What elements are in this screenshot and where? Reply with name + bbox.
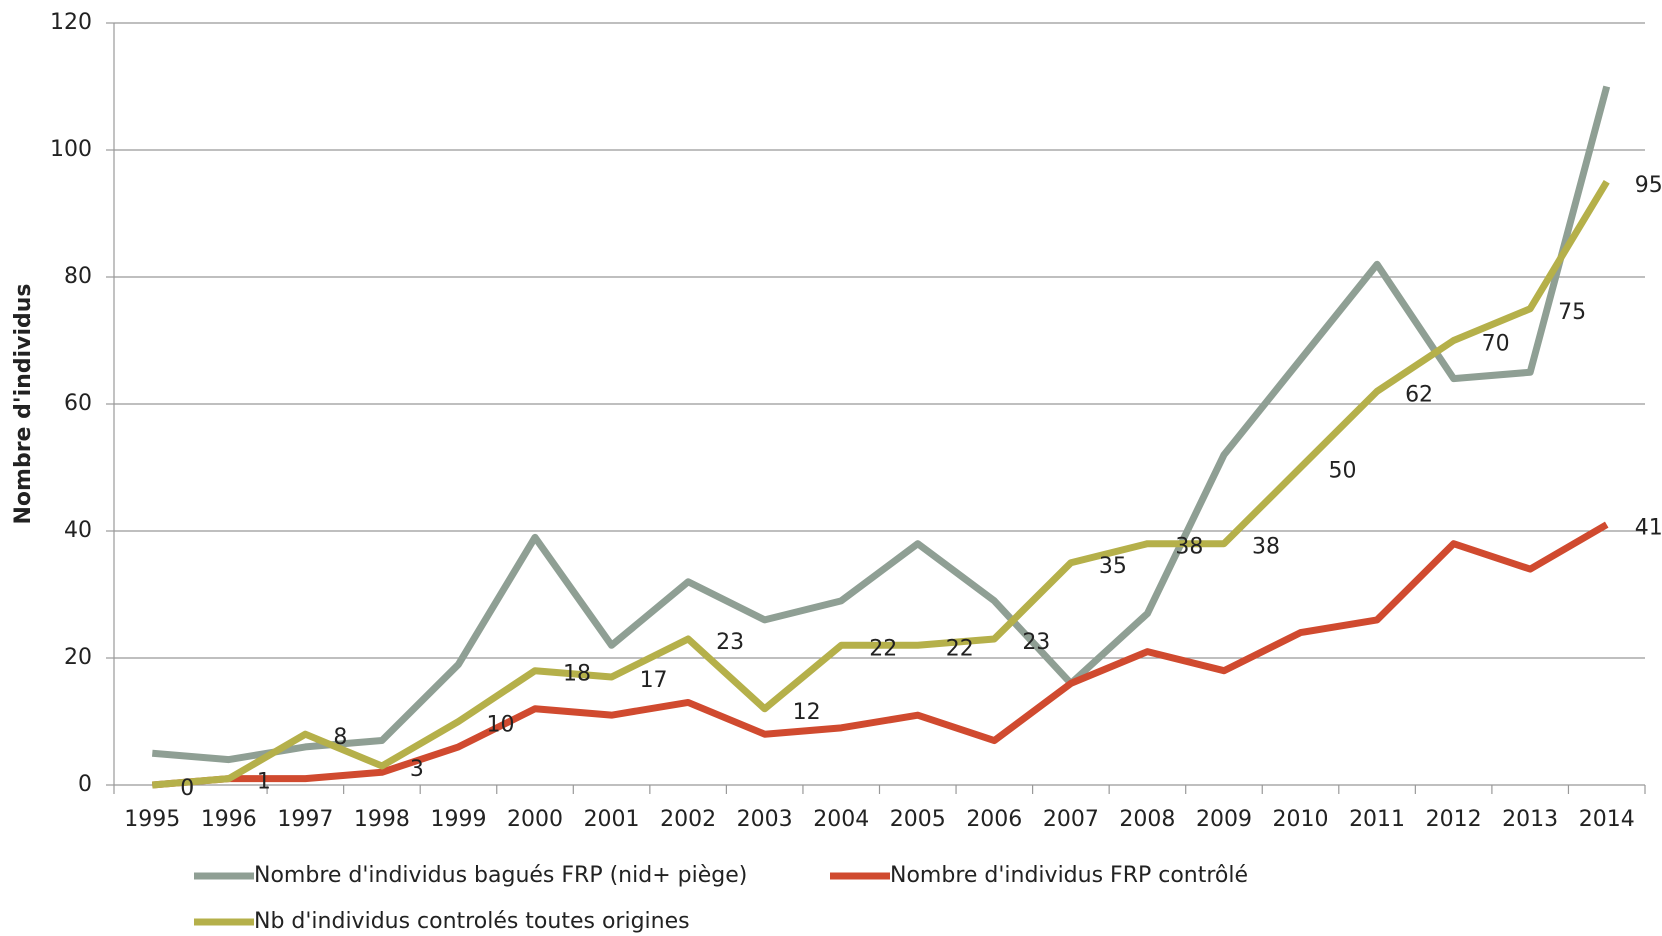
data-label: 18 (563, 662, 591, 687)
x-tick-label: 2002 (660, 807, 716, 832)
series-line (151, 179, 1610, 789)
y-axis-label: Nombre d'individus (11, 284, 36, 525)
data-label: 35 (1099, 554, 1127, 579)
data-label: 23 (1022, 630, 1050, 655)
data-label: 38 (1252, 535, 1280, 560)
x-tick-label: 1998 (354, 807, 410, 832)
data-label: 95 (1635, 173, 1662, 198)
y-tick-label: 40 (64, 518, 92, 543)
x-tick-label: 2007 (1043, 807, 1099, 832)
data-label: 1 (257, 770, 271, 795)
data-label: 41 (1635, 516, 1662, 541)
x-tick-label: 2000 (507, 807, 563, 832)
x-tick-label: 2003 (737, 807, 793, 832)
data-label: 75 (1558, 300, 1586, 325)
data-label: 22 (946, 636, 974, 661)
x-tick-label: 2012 (1426, 807, 1482, 832)
data-label: 38 (1175, 535, 1203, 560)
data-label: 3 (410, 757, 424, 782)
data-label: 17 (640, 668, 668, 693)
y-tick-label: 20 (64, 645, 92, 670)
data-label: 10 (486, 713, 514, 738)
x-tick-label: 2004 (813, 807, 869, 832)
y-tick-label: 80 (64, 264, 92, 289)
x-tick-label: 1996 (201, 807, 257, 832)
data-label: 70 (1482, 332, 1510, 357)
legend-label: Nombre d'individus FRP contrôlé (890, 863, 1248, 888)
y-tick-label: 60 (64, 391, 92, 416)
y-tick-label: 0 (78, 772, 92, 797)
x-tick-label: 1995 (124, 807, 180, 832)
x-tick-label: 1999 (430, 807, 486, 832)
series-line (151, 521, 1609, 789)
x-tick-label: 2001 (584, 807, 640, 832)
data-label: 23 (716, 630, 744, 655)
legend-label: Nombre d'individus bagués FRP (nid+ pièg… (254, 863, 747, 888)
data-label: 50 (1329, 459, 1357, 484)
y-tick-label: 100 (50, 137, 92, 162)
data-label: 62 (1405, 382, 1433, 407)
data-label: 8 (333, 725, 347, 750)
x-tick-label: 2008 (1119, 807, 1175, 832)
x-tick-label: 2011 (1349, 807, 1405, 832)
x-tick-label: 1997 (277, 807, 333, 832)
legend-label: Nb d'individus controlés toutes origines (254, 909, 690, 934)
series-line (151, 85, 1611, 764)
data-label: 12 (793, 700, 821, 725)
x-tick-label: 2010 (1273, 807, 1329, 832)
x-tick-label: 2005 (890, 807, 946, 832)
data-label: 22 (869, 636, 897, 661)
x-tick-label: 2006 (966, 807, 1022, 832)
x-tick-label: 2014 (1579, 807, 1635, 832)
x-tick-label: 2013 (1502, 807, 1558, 832)
data-label: 0 (180, 776, 194, 801)
x-tick-label: 2009 (1196, 807, 1252, 832)
y-tick-label: 120 (50, 10, 92, 35)
